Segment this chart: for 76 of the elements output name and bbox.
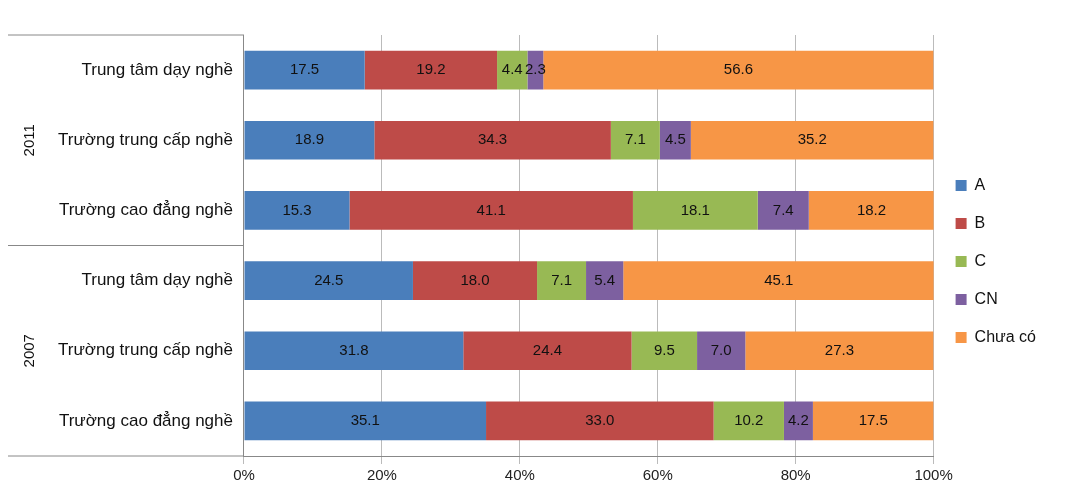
data-label: 9.5 bbox=[653, 340, 675, 358]
bar bbox=[349, 191, 633, 230]
bar bbox=[486, 401, 714, 441]
y-tick-label: Trung tâm dạy nghề bbox=[81, 270, 233, 290]
x-tick-label: 0% bbox=[233, 466, 255, 484]
data-label: 18.0 bbox=[460, 270, 490, 288]
data-label: 7.0 bbox=[710, 340, 732, 358]
bar bbox=[463, 331, 632, 371]
bar bbox=[697, 331, 746, 371]
text: 2011 bbox=[20, 124, 38, 157]
bar bbox=[244, 191, 350, 230]
bar bbox=[659, 120, 691, 160]
bar bbox=[812, 401, 934, 441]
data-label: 7.1 bbox=[551, 270, 572, 288]
data-label: 56.6 bbox=[723, 60, 754, 78]
data-label: 17.5 bbox=[289, 60, 320, 78]
data-label: 18.1 bbox=[680, 200, 710, 218]
x-tick-label: 80% bbox=[780, 466, 811, 484]
legend-label: A bbox=[974, 175, 986, 193]
y-tick-label: Trung tâm dạy nghề bbox=[81, 59, 233, 79]
bar bbox=[713, 401, 784, 441]
data-label: 4.4 bbox=[501, 60, 523, 78]
bar bbox=[244, 50, 365, 90]
bar bbox=[543, 50, 934, 90]
data-label: 31.8 bbox=[339, 340, 369, 358]
data-label: 24.5 bbox=[314, 270, 344, 288]
y-tick-label: Trường trung cấp nghề bbox=[58, 340, 233, 360]
data-label: 24.4 bbox=[532, 340, 563, 358]
legend-label: CN bbox=[974, 289, 998, 307]
bar bbox=[783, 401, 813, 441]
bar bbox=[808, 191, 934, 230]
data-label: 18.2 bbox=[856, 200, 887, 218]
data-label: 34.3 bbox=[478, 130, 508, 148]
data-label: 17.5 bbox=[858, 411, 888, 429]
bar bbox=[244, 331, 464, 371]
y-tick-label: Trường trung cấp nghề bbox=[58, 129, 233, 149]
data-label: 35.1 bbox=[350, 411, 380, 429]
data-label: 18.9 bbox=[294, 130, 325, 148]
bar bbox=[244, 401, 487, 441]
data-label: 19.2 bbox=[416, 60, 446, 78]
data-label: 41.1 bbox=[476, 200, 506, 218]
bar bbox=[374, 120, 611, 160]
text: 2007 bbox=[20, 334, 38, 368]
data-label: 15.3 bbox=[282, 200, 312, 218]
x-tick-label: 40% bbox=[504, 466, 535, 484]
data-label: 45.1 bbox=[764, 270, 794, 288]
bar bbox=[412, 261, 538, 300]
legend-label: C bbox=[974, 251, 987, 269]
bar bbox=[632, 191, 758, 230]
bar bbox=[364, 50, 498, 90]
legend-label: B bbox=[974, 213, 986, 231]
bar bbox=[745, 331, 934, 371]
data-label: 7.1 bbox=[624, 130, 646, 148]
bar bbox=[244, 120, 375, 160]
data-label: 5.4 bbox=[594, 270, 616, 288]
data-label: 4.2 bbox=[788, 411, 809, 429]
y-tick-label: Trường cao đẳng nghề bbox=[58, 200, 233, 220]
legend-label: Chưa có bbox=[974, 327, 1037, 345]
bar bbox=[623, 261, 934, 300]
bar bbox=[537, 261, 587, 300]
bar bbox=[244, 261, 413, 300]
y-tick-label: Trường cao đẳng nghề bbox=[58, 410, 233, 430]
data-label: 10.2 bbox=[734, 411, 764, 429]
bar bbox=[631, 331, 698, 371]
data-label: 7.4 bbox=[772, 200, 794, 218]
data-label: 33.0 bbox=[585, 411, 615, 429]
bar bbox=[586, 261, 624, 300]
x-tick-label: 20% bbox=[366, 466, 397, 484]
data-label: 4.5 bbox=[664, 130, 686, 148]
data-label: 35.2 bbox=[797, 130, 827, 148]
bar bbox=[610, 120, 660, 160]
data-label: 27.3 bbox=[824, 340, 855, 358]
x-tick-label: 100% bbox=[914, 466, 953, 484]
bar bbox=[690, 120, 934, 160]
bar bbox=[757, 191, 809, 230]
x-tick-label: 60% bbox=[642, 466, 673, 484]
